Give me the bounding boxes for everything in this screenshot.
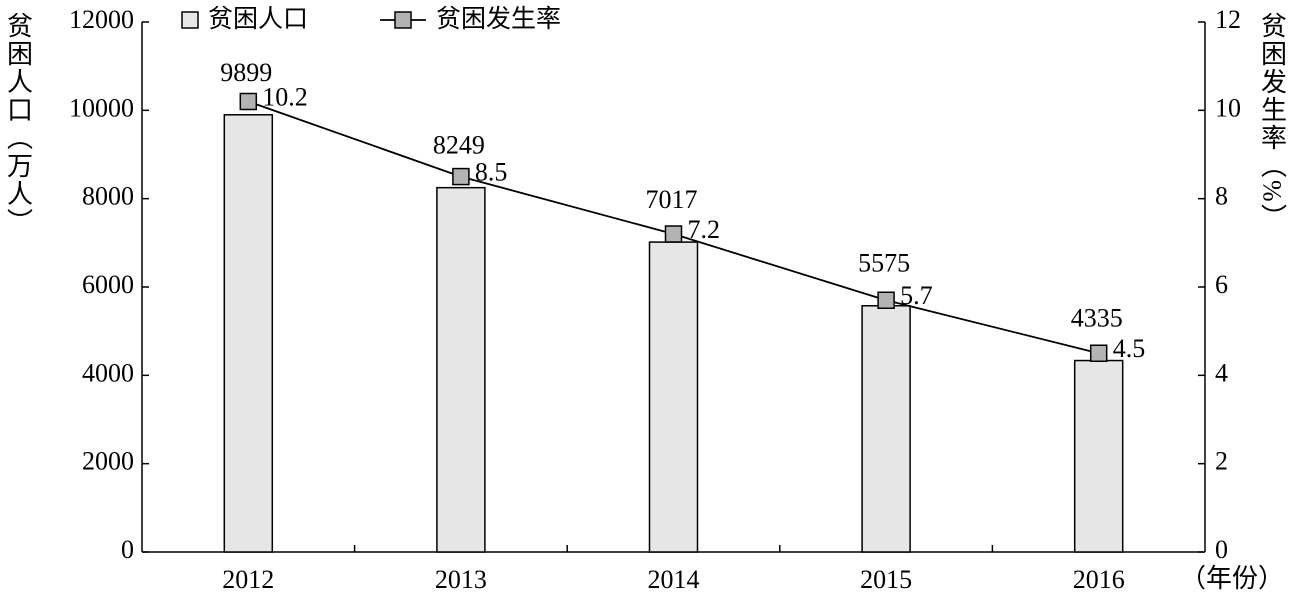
bar <box>436 186 486 553</box>
bar <box>648 241 699 553</box>
line-marker <box>239 92 258 111</box>
y2-tick-label: 2 <box>1215 447 1228 476</box>
y-axis-label: 贫困人口（万人） <box>4 12 33 236</box>
y2-tick-label: 0 <box>1215 535 1228 564</box>
y2-tick-label: 6 <box>1215 270 1228 299</box>
legend-marker <box>394 11 412 29</box>
x-tick-label: 2016 <box>1073 565 1125 594</box>
x-tick-label: 2012 <box>222 565 274 594</box>
y2-tick-label: 4 <box>1215 358 1228 387</box>
line-marker <box>877 291 895 309</box>
line-marker <box>664 225 683 243</box>
y-tick-label: 12000 <box>69 5 134 34</box>
y2-tick-label: 8 <box>1215 182 1228 211</box>
x-tick-label: 2013 <box>435 565 487 594</box>
bar <box>223 114 274 553</box>
bar-value-label: 7017 <box>646 185 698 214</box>
y-tick-label: 2000 <box>82 447 134 476</box>
y-tick-label: 6000 <box>82 270 134 299</box>
bar <box>861 305 911 553</box>
line-marker <box>1089 344 1108 362</box>
bar-value-label: 9899 <box>220 58 272 87</box>
line-marker <box>452 167 470 186</box>
y-tick-label: 4000 <box>82 358 134 387</box>
y-tick-label: 8000 <box>82 182 134 211</box>
legend-label: 贫困发生率 <box>436 4 561 33</box>
bar-value-label: 8249 <box>433 131 485 160</box>
x-tick-label: 2014 <box>648 565 700 594</box>
x-tick-label: 2015 <box>860 565 912 594</box>
line-value-label: 8.5 <box>475 158 508 187</box>
bar <box>1073 359 1124 553</box>
y-tick-label: 0 <box>121 535 134 564</box>
y2-axis-label: 贫困发生率（%） <box>1258 12 1287 232</box>
line-value-label: 4.5 <box>1113 334 1146 363</box>
y2-tick-label: 10 <box>1215 93 1241 122</box>
legend-marker <box>181 11 199 29</box>
line-value-label: 5.7 <box>900 281 933 310</box>
y2-tick-label: 12 <box>1215 5 1241 34</box>
line-value-label: 10.2 <box>262 82 308 111</box>
legend-label: 贫困人口 <box>208 4 308 33</box>
x-axis-label: （年份） <box>1180 564 1284 593</box>
bar-value-label: 5575 <box>858 249 910 278</box>
y-tick-label: 10000 <box>69 93 134 122</box>
bar-value-label: 4335 <box>1071 304 1123 333</box>
line-value-label: 7.2 <box>688 215 721 244</box>
